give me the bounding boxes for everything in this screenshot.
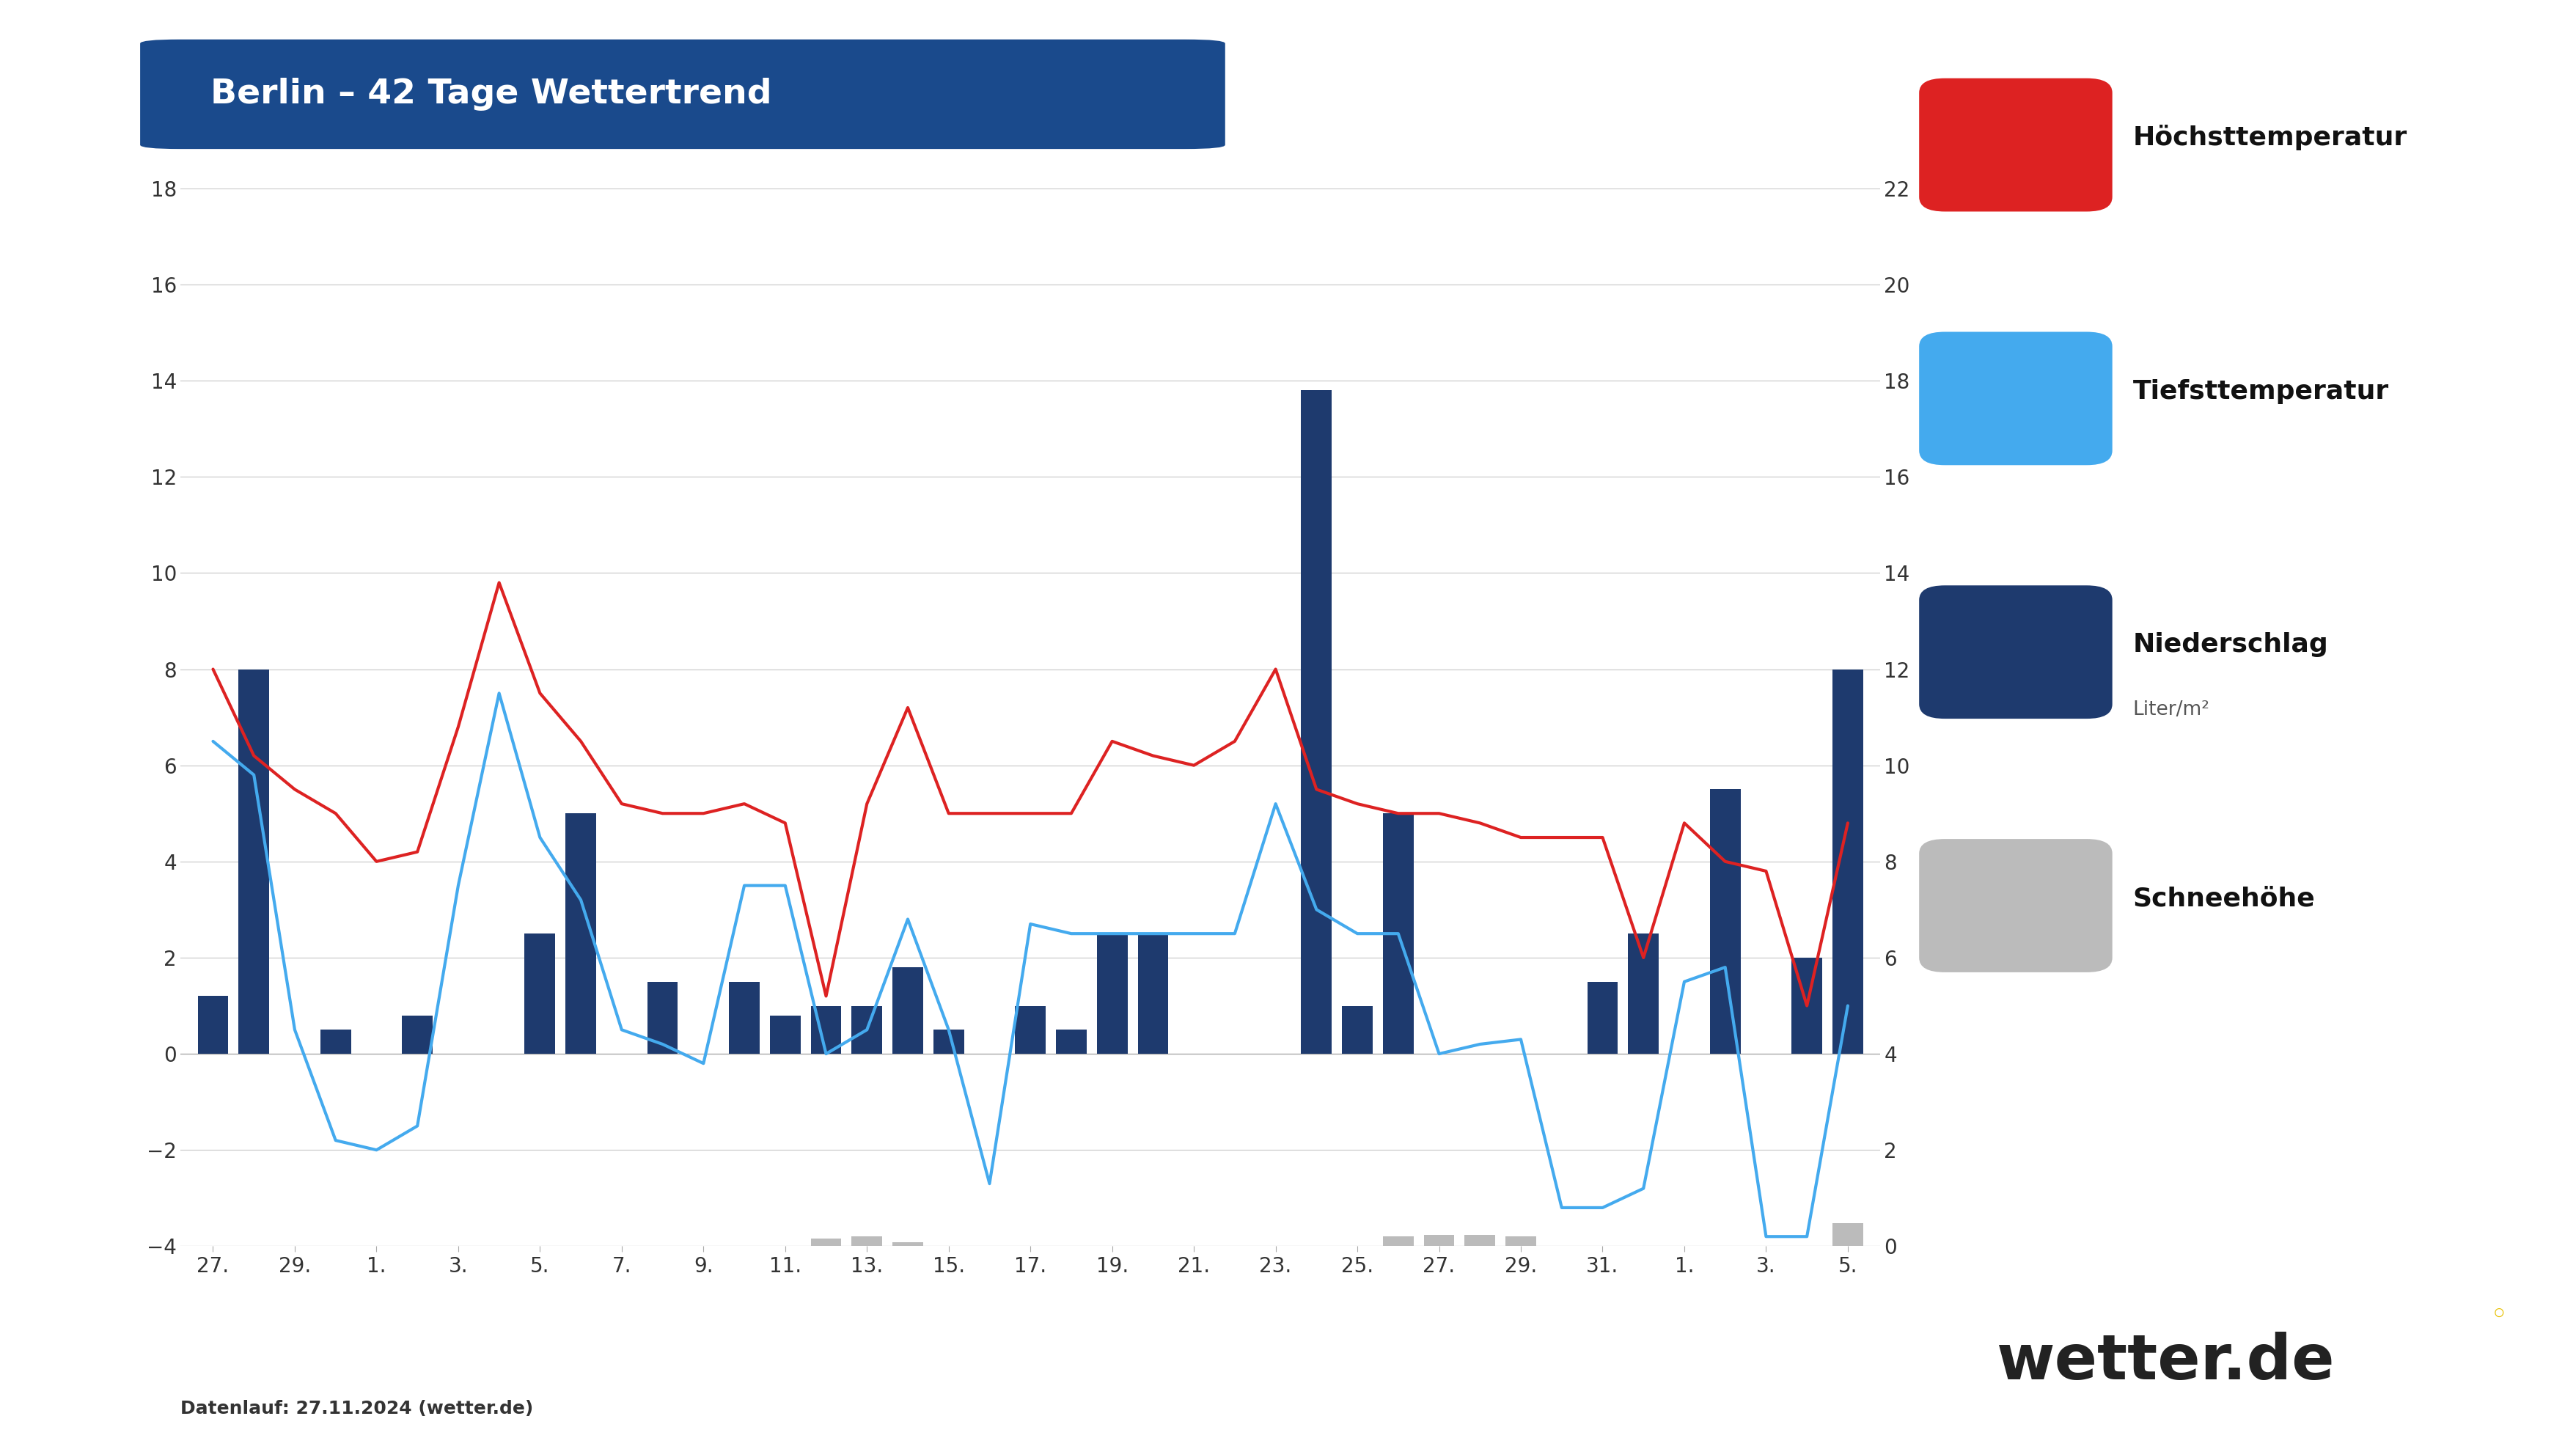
Bar xyxy=(853,1236,881,1246)
Bar xyxy=(1015,1006,1046,1053)
Bar xyxy=(1056,1030,1087,1053)
Bar xyxy=(526,933,556,1053)
Bar xyxy=(1466,1235,1494,1246)
Bar xyxy=(319,1030,350,1053)
Bar xyxy=(729,982,760,1053)
Text: Höchsttemperatur: Höchsttemperatur xyxy=(2133,125,2409,151)
Bar xyxy=(1832,669,1862,1053)
Bar xyxy=(1425,1235,1455,1246)
Bar xyxy=(1301,390,1332,1053)
Bar xyxy=(1097,933,1128,1053)
Bar xyxy=(1383,813,1414,1053)
Text: Berlin – 42 Tage Wettertrend: Berlin – 42 Tage Wettertrend xyxy=(211,78,773,110)
Bar xyxy=(891,968,922,1053)
Bar xyxy=(811,1006,842,1053)
Bar xyxy=(770,1016,801,1053)
Bar xyxy=(891,1242,922,1246)
Text: Liter/m²: Liter/m² xyxy=(2133,700,2210,720)
Text: ◦: ◦ xyxy=(2491,1300,2506,1332)
Text: wetter.de: wetter.de xyxy=(1996,1332,2334,1392)
Bar xyxy=(240,669,270,1053)
Bar xyxy=(1587,982,1618,1053)
Text: °C: °C xyxy=(193,129,219,149)
Bar xyxy=(933,1030,963,1053)
Text: Tiefsttemperatur: Tiefsttemperatur xyxy=(2133,378,2388,404)
Bar xyxy=(1710,790,1741,1053)
Bar xyxy=(402,1016,433,1053)
Bar xyxy=(1504,1236,1535,1246)
Bar xyxy=(647,982,677,1053)
Text: Niederschlag: Niederschlag xyxy=(2133,632,2329,658)
Bar xyxy=(567,813,595,1053)
Bar xyxy=(811,1239,842,1246)
Bar xyxy=(1383,1236,1414,1246)
Bar xyxy=(1832,1223,1862,1246)
Bar xyxy=(1790,958,1821,1053)
Bar xyxy=(1139,933,1170,1053)
Text: Datenlauf: 27.11.2024 (wetter.de): Datenlauf: 27.11.2024 (wetter.de) xyxy=(180,1400,533,1417)
Bar xyxy=(853,1006,881,1053)
Bar xyxy=(198,995,229,1053)
Bar xyxy=(1628,933,1659,1053)
Bar xyxy=(1342,1006,1373,1053)
FancyBboxPatch shape xyxy=(139,39,1226,149)
Text: Schneehöhe: Schneehöhe xyxy=(2133,885,2316,911)
